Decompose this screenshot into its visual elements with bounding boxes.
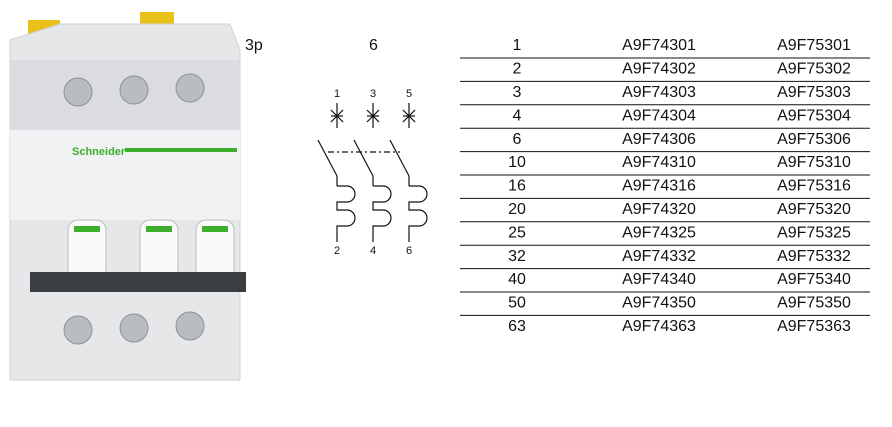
table-cell: 40 bbox=[508, 271, 526, 288]
table-cell: A9F75350 bbox=[777, 295, 851, 312]
table-cell: A9F74301 bbox=[622, 37, 696, 54]
module-width: 6 bbox=[369, 37, 378, 54]
table-cell: A9F75310 bbox=[777, 154, 851, 171]
table-cell: A9F74303 bbox=[622, 84, 696, 101]
table-cell: A9F75301 bbox=[777, 37, 851, 54]
terminal-label: 6 bbox=[406, 245, 412, 257]
table-cell: 20 bbox=[508, 201, 526, 218]
table-cell: A9F74316 bbox=[622, 178, 696, 195]
terminal-label: 1 bbox=[334, 88, 340, 100]
terminal-label: 3 bbox=[370, 88, 376, 100]
table-cell: A9F74304 bbox=[622, 107, 696, 124]
table-cell: A9F74302 bbox=[622, 61, 696, 78]
circuit-diagram bbox=[317, 102, 428, 243]
table-cell: A9F75303 bbox=[777, 84, 851, 101]
breaker-image: Schneider bbox=[9, 12, 246, 381]
table-cell: A9F75302 bbox=[777, 61, 851, 78]
table-cell: 1 bbox=[513, 37, 522, 54]
table-cell: 16 bbox=[508, 178, 526, 195]
reference-table: 1 A9F74301 A9F75301 2 A9F74302 A9F75302 3 A9F74… bbox=[460, 37, 870, 335]
table-cell: A9F74340 bbox=[622, 271, 696, 288]
table-cell: A9F74310 bbox=[622, 154, 696, 171]
table-cell: A9F74350 bbox=[622, 295, 696, 312]
table-cell: 2 bbox=[513, 61, 522, 78]
terminal-label: 5 bbox=[406, 88, 412, 100]
table-cell: 6 bbox=[513, 131, 522, 148]
table-cell: 25 bbox=[508, 224, 526, 241]
table-cell: A9F74363 bbox=[622, 318, 696, 335]
table-cell: A9F74320 bbox=[622, 201, 696, 218]
table-cell: A9F75316 bbox=[777, 178, 851, 195]
table-cell: A9F75325 bbox=[777, 224, 851, 241]
table-cell: A9F75363 bbox=[777, 318, 851, 335]
table-cell: A9F75306 bbox=[777, 131, 851, 148]
table-cell: 32 bbox=[508, 248, 526, 265]
table-cell: 4 bbox=[513, 107, 522, 124]
table-cell: 3 bbox=[513, 84, 522, 101]
table-cell: 50 bbox=[508, 295, 526, 312]
table-cell: 63 bbox=[508, 318, 526, 335]
poles: 3p bbox=[245, 37, 263, 54]
table-cell: A9F74306 bbox=[622, 131, 696, 148]
table-cell: A9F74325 bbox=[622, 224, 696, 241]
table-cell: 10 bbox=[508, 154, 526, 171]
terminal-label: 4 bbox=[370, 245, 376, 257]
table-cell: A9F75304 bbox=[777, 107, 851, 124]
brand-label: Schneider bbox=[72, 146, 126, 158]
table-cell: A9F74332 bbox=[622, 248, 696, 265]
table-cell: A9F75320 bbox=[777, 201, 851, 218]
terminal-label: 2 bbox=[334, 245, 340, 257]
table-cell: A9F75340 bbox=[777, 271, 851, 288]
table-cell: A9F75332 bbox=[777, 248, 851, 265]
